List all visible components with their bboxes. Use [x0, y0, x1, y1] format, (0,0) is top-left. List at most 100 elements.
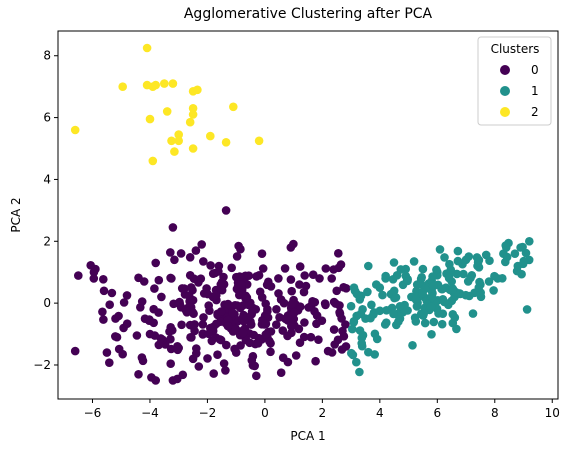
point-cluster-1 — [429, 317, 439, 327]
point-cluster-0 — [223, 299, 233, 309]
point-cluster-0 — [286, 275, 296, 284]
point-cluster-0 — [99, 286, 109, 296]
point-cluster-0 — [255, 287, 265, 297]
point-cluster-0 — [320, 299, 330, 308]
point-cluster-1 — [498, 274, 507, 283]
point-cluster-2 — [188, 144, 198, 153]
point-cluster-0 — [166, 334, 175, 344]
point-cluster-0 — [291, 351, 301, 360]
point-cluster-1 — [367, 300, 376, 310]
point-cluster-0 — [295, 280, 304, 289]
point-cluster-0 — [177, 284, 187, 293]
point-cluster-1 — [389, 309, 398, 319]
point-cluster-1 — [475, 277, 484, 287]
point-cluster-0 — [245, 338, 254, 348]
point-cluster-2 — [145, 114, 155, 124]
point-cluster-0 — [242, 313, 252, 323]
point-cluster-0 — [315, 274, 324, 283]
point-cluster-0 — [166, 359, 175, 369]
point-cluster-0 — [306, 332, 316, 342]
x-tick-label: −4 — [141, 406, 159, 420]
point-cluster-0 — [334, 249, 343, 258]
point-cluster-2 — [151, 80, 160, 90]
point-cluster-0 — [227, 263, 236, 273]
point-cluster-1 — [346, 301, 356, 311]
point-cluster-0 — [114, 311, 123, 321]
point-cluster-0 — [186, 333, 195, 342]
point-cluster-1 — [468, 309, 478, 318]
point-cluster-0 — [274, 274, 283, 283]
point-cluster-0 — [247, 356, 257, 365]
point-cluster-2 — [229, 102, 238, 112]
point-cluster-0 — [336, 260, 346, 269]
point-cluster-1 — [444, 273, 454, 283]
point-cluster-0 — [231, 324, 241, 334]
point-cluster-1 — [432, 265, 441, 275]
point-cluster-1 — [501, 257, 510, 267]
point-cluster-0 — [176, 249, 186, 258]
point-cluster-0 — [132, 331, 142, 340]
point-cluster-1 — [437, 284, 446, 294]
point-cluster-1 — [355, 295, 365, 304]
point-cluster-2 — [254, 136, 264, 146]
y-axis: −2 0 2 4 6 8 — [33, 49, 58, 372]
point-cluster-1 — [408, 341, 417, 350]
point-cluster-2 — [170, 147, 179, 156]
point-cluster-0 — [237, 280, 246, 289]
point-cluster-0 — [266, 282, 276, 291]
y-tick-label: 8 — [43, 49, 51, 63]
point-cluster-2 — [167, 136, 176, 146]
point-cluster-0 — [70, 346, 80, 356]
point-cluster-0 — [263, 305, 272, 314]
point-cluster-0 — [114, 344, 124, 354]
points-layer — [70, 43, 534, 385]
legend-marker-1 — [500, 86, 510, 96]
x-tick-label: 6 — [433, 406, 441, 420]
point-cluster-1 — [453, 256, 463, 266]
point-cluster-0 — [196, 274, 206, 284]
point-cluster-1 — [418, 264, 428, 274]
point-cluster-0 — [300, 271, 310, 280]
point-cluster-1 — [391, 293, 401, 302]
point-cluster-0 — [119, 298, 129, 307]
point-cluster-0 — [330, 340, 340, 349]
point-cluster-0 — [299, 287, 309, 297]
point-cluster-1 — [427, 292, 437, 302]
point-cluster-0 — [265, 336, 274, 346]
point-cluster-2 — [188, 110, 198, 119]
point-cluster-1 — [452, 269, 462, 279]
point-cluster-1 — [366, 313, 375, 323]
x-tick-label: 2 — [319, 406, 327, 420]
point-cluster-2 — [188, 104, 198, 113]
point-cluster-1 — [448, 284, 458, 294]
x-axis-label: PCA 1 — [290, 429, 325, 443]
point-cluster-0 — [287, 299, 297, 309]
point-cluster-1 — [348, 324, 357, 334]
point-cluster-0 — [177, 320, 186, 330]
point-cluster-0 — [211, 290, 220, 300]
point-cluster-0 — [207, 336, 217, 346]
point-cluster-0 — [258, 264, 268, 273]
legend-marker-2 — [500, 107, 510, 117]
point-cluster-0 — [122, 291, 132, 300]
point-cluster-1 — [466, 273, 475, 283]
point-cluster-0 — [296, 302, 305, 312]
point-cluster-0 — [208, 269, 218, 279]
point-cluster-0 — [199, 313, 208, 322]
legend-box — [477, 36, 552, 126]
point-cluster-0 — [279, 298, 289, 308]
point-cluster-1 — [358, 330, 368, 340]
point-cluster-0 — [310, 297, 320, 307]
point-cluster-2 — [206, 131, 215, 141]
point-cluster-0 — [151, 376, 160, 385]
point-cluster-1 — [438, 309, 448, 319]
point-cluster-0 — [134, 273, 143, 283]
point-cluster-1 — [409, 257, 419, 266]
point-cluster-1 — [525, 237, 534, 246]
point-cluster-1 — [453, 246, 463, 256]
point-cluster-0 — [261, 319, 271, 329]
point-cluster-2 — [142, 43, 152, 53]
point-cluster-0 — [170, 255, 179, 265]
point-cluster-0 — [221, 206, 231, 215]
point-cluster-2 — [148, 156, 158, 166]
